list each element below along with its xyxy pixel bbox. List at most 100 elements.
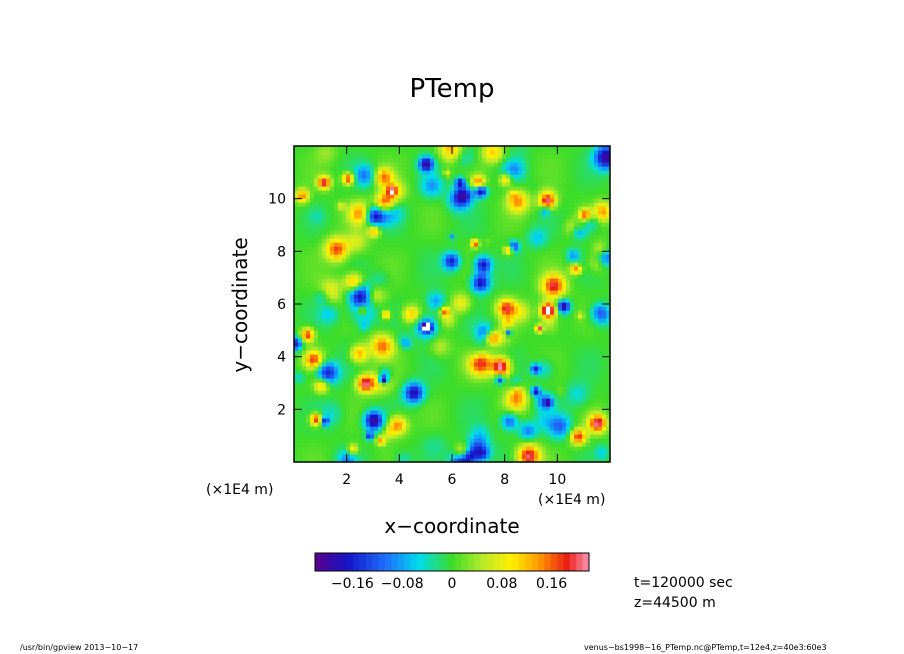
heatmap-cell [398,262,403,267]
heatmap-cell [394,446,399,451]
heatmap-cell [474,270,479,275]
heatmap-cell [434,302,439,307]
heatmap-cell [542,358,547,363]
heatmap-cell [466,162,471,167]
heatmap-cell [522,202,527,207]
heatmap-cell [394,214,399,219]
heatmap-cell [466,434,471,439]
heatmap-cell [502,310,507,315]
heatmap-cell [478,234,483,239]
heatmap-cell [370,174,375,179]
heatmap-cell [474,298,479,303]
heatmap-cell [490,178,495,183]
heatmap-cell [374,198,379,203]
heatmap-cell [494,190,499,195]
heatmap-cell [462,266,467,271]
heatmap-cell [530,454,535,459]
heatmap-cell [326,206,331,211]
heatmap-cell [514,302,519,307]
heatmap-cell [302,458,307,462]
heatmap-cell [410,442,415,447]
heatmap-cell [486,446,491,451]
heatmap-cell [510,154,515,159]
heatmap-cell [534,250,539,255]
heatmap-cell [402,322,407,327]
heatmap-cell [502,410,507,415]
heatmap-cell [322,254,327,259]
heatmap-cell [354,366,359,371]
heatmap-cell [458,258,463,263]
heatmap-cell [438,278,443,283]
heatmap-cell [458,278,463,283]
heatmap-cell [362,174,367,179]
heatmap-cell [490,154,495,159]
heatmap-cell [450,238,455,243]
heatmap-cell [330,202,335,207]
heatmap-cell [358,378,363,383]
heatmap-cell [538,206,543,211]
heatmap-cell [394,254,399,259]
heatmap-cell [354,310,359,315]
heatmap-cell [334,294,339,299]
heatmap-cell [514,366,519,371]
heatmap-cell [346,170,351,175]
heatmap-cell [374,390,379,395]
heatmap-cell [510,414,515,419]
heatmap-cell [322,318,327,323]
heatmap-cell [378,446,383,451]
heatmap-cell [498,270,503,275]
heatmap-cell [502,390,507,395]
heatmap-cell [522,282,527,287]
heatmap-cell [370,410,375,415]
heatmap-cell [526,362,531,367]
heatmap-cell [406,326,411,331]
heatmap-cell [446,366,451,371]
heatmap-cell [498,194,503,199]
heatmap-cell [398,370,403,375]
heatmap-cell [542,198,547,203]
heatmap-cell [322,370,327,375]
heatmap-cell [406,154,411,159]
heatmap-cell [346,450,351,455]
heatmap-cell [422,346,427,351]
heatmap-cell [430,382,435,387]
heatmap-cell [366,430,371,435]
heatmap-cell [354,314,359,319]
heatmap-cell [382,458,387,462]
heatmap-cell [294,386,299,391]
heatmap-cell [374,374,379,379]
heatmap-cell [498,158,503,163]
heatmap-cell [494,386,499,391]
heatmap-cell [494,226,499,231]
heatmap-cell [382,342,387,347]
heatmap-cell [334,418,339,423]
heatmap-cell [466,198,471,203]
heatmap-cell [478,270,483,275]
heatmap-cell [410,422,415,427]
heatmap-cell [498,198,503,203]
heatmap-cell [462,270,467,275]
heatmap-cell [310,306,315,311]
heatmap-cell [382,254,387,259]
heatmap-cell [418,254,423,259]
heatmap-cell [374,190,379,195]
heatmap-cell [334,298,339,303]
heatmap-cell [518,154,523,159]
heatmap-cell [302,282,307,287]
heatmap-cell [478,266,483,271]
heatmap-cell [546,438,551,443]
heatmap-cell [362,166,367,171]
heatmap-cell [514,266,519,271]
heatmap-cell [310,450,315,455]
heatmap-cell [422,326,427,331]
heatmap-cell [294,266,299,271]
heatmap-cell [498,190,503,195]
heatmap-cell [538,434,543,439]
heatmap-cell [470,194,475,199]
heatmap-cell [302,210,307,215]
heatmap-cell [382,326,387,331]
heatmap-cell [514,166,519,171]
heatmap-cell [442,306,447,311]
heatmap-cell [418,158,423,163]
heatmap-cell [442,234,447,239]
